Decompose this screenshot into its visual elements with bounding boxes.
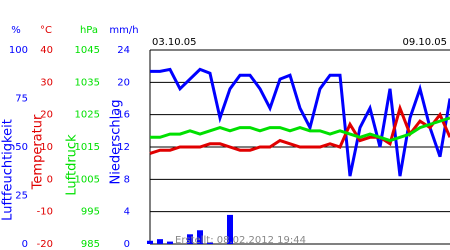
axis-label: Niederschlag bbox=[109, 100, 124, 185]
y-tick-label: -10 bbox=[37, 207, 53, 218]
y-tick-label: 1005 bbox=[75, 174, 100, 185]
series-line bbox=[150, 67, 450, 177]
series-line bbox=[150, 116, 450, 143]
y-tick-label: -20 bbox=[37, 239, 53, 250]
precip-bar bbox=[187, 234, 193, 244]
y-tick-label: 75 bbox=[15, 94, 28, 105]
y-tick-label: 0 bbox=[47, 174, 53, 185]
axis-label: Luftfeuchtigkeit bbox=[1, 119, 16, 221]
y-tick-label: 100 bbox=[9, 45, 28, 56]
axis-unit: °C bbox=[40, 25, 52, 36]
y-tick-label: 985 bbox=[81, 239, 100, 250]
precip-bar bbox=[147, 240, 153, 244]
y-tick-label: 0 bbox=[124, 239, 130, 250]
y-tick-label: 16 bbox=[117, 110, 130, 121]
precip-bar bbox=[227, 214, 233, 244]
y-tick-label: 24 bbox=[117, 45, 130, 56]
axis-unit: % bbox=[11, 25, 21, 36]
y-tick-label: 1025 bbox=[75, 110, 100, 121]
y-tick-label: 1035 bbox=[75, 77, 100, 88]
precip-bar bbox=[167, 241, 173, 244]
footer: Erstellt: 08.02.2012 19:44 bbox=[175, 235, 306, 246]
y-tick-label: 1045 bbox=[75, 45, 100, 56]
y-tick-label: 0 bbox=[22, 239, 28, 250]
y-tick-label: 50 bbox=[15, 142, 28, 153]
y-tick-label: 1015 bbox=[75, 142, 100, 153]
axis-unit: hPa bbox=[80, 25, 98, 36]
y-tick-label: 4 bbox=[124, 207, 130, 218]
y-tick-label: 20 bbox=[40, 110, 53, 121]
y-tick-label: 8 bbox=[124, 174, 130, 185]
axis-label: Luftdruck bbox=[65, 134, 80, 196]
y-tick-label: 12 bbox=[117, 142, 130, 153]
series-line bbox=[149, 103, 450, 155]
y-tick-label: 995 bbox=[81, 207, 100, 218]
y-tick-label: 10 bbox=[40, 142, 53, 153]
precip-bar bbox=[207, 242, 213, 244]
axis-unit: mm/h bbox=[109, 25, 138, 36]
date-start: 03.10.05 bbox=[152, 37, 197, 48]
y-tick-label: 40 bbox=[40, 45, 53, 56]
axis-label: Temperatur bbox=[31, 114, 46, 190]
y-tick-label: 30 bbox=[40, 77, 53, 88]
y-tick-label: 25 bbox=[15, 191, 28, 202]
precip-bar bbox=[197, 230, 203, 244]
precip-bar bbox=[157, 239, 163, 244]
y-tick-label: 20 bbox=[117, 77, 130, 88]
date-end: 09.10.05 bbox=[402, 37, 447, 48]
